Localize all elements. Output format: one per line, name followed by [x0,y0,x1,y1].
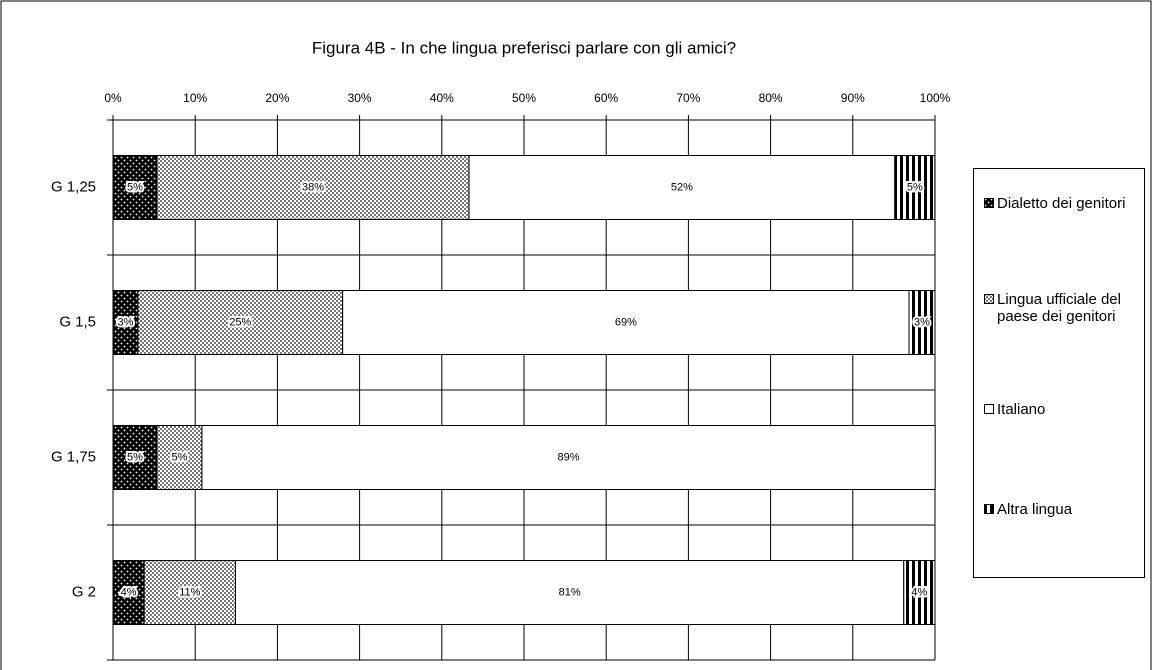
legend-swatch [984,198,994,208]
legend-swatch [984,404,994,414]
legend-label: Lingua ufficiale del paese dei genitori [997,291,1121,325]
bar-segment [894,155,936,220]
x-tick-label: 100% [920,91,951,105]
bar-segment [112,290,139,355]
x-tick-label: 50% [512,91,536,105]
data-label: 3% [118,316,134,328]
data-label: 4% [121,586,137,598]
x-tick-label: 80% [759,91,783,105]
bar-segment [468,155,896,220]
bar-segment [234,560,905,625]
chart-title: Figura 4B - In che lingua preferisci par… [312,38,736,57]
legend-swatch [984,504,994,514]
x-tick-label: 0% [104,91,122,105]
bar-segment [112,560,145,625]
legend: Dialetto dei genitori Lingua ufficiale de… [973,168,1145,578]
bar-segment [342,290,910,355]
data-label: 25% [229,316,251,328]
bar-segment [908,290,936,355]
x-tick-label: 70% [676,91,700,105]
data-label: 38% [302,181,324,193]
legend-label: Dialetto dei genitori [997,195,1126,212]
y-tick-label: G 1,75 [51,448,96,465]
legend-label: Altra lingua [997,501,1073,518]
legend-item: Altra lingua [984,501,1144,518]
bar-segment [903,560,936,625]
bar-segment [156,155,470,220]
y-tick-label: G 1,25 [51,178,96,195]
data-label: 69% [615,316,637,328]
bar-segment [143,560,236,625]
x-tick-label: 20% [265,91,289,105]
data-label: 5% [127,451,143,463]
legend-swatch [984,294,994,304]
bar-segment [112,155,158,220]
bar-segment [201,425,936,490]
legend-label: Italiano [997,401,1046,418]
legend-item: Lingua ufficiale del paese dei genitori [984,291,1144,325]
data-label: 81% [559,586,581,598]
data-label: 5% [907,181,923,193]
x-tick-label: 90% [841,91,865,105]
y-tick-label: G 2 [72,583,96,600]
data-label: 11% [179,586,200,598]
x-tick-label: 60% [594,91,618,105]
data-label: 5% [127,181,143,193]
data-label: 5% [172,451,188,463]
data-label: 3% [914,316,930,328]
bar-segment [112,425,158,490]
x-tick-label: 40% [430,91,454,105]
data-label: 4% [911,586,927,598]
legend-item: Dialetto dei genitori [984,195,1144,212]
bar-segment [137,290,344,355]
y-tick-label: G 1,5 [59,313,96,330]
x-tick-label: 10% [183,91,207,105]
data-label: 52% [671,181,693,193]
bar-segment [156,425,203,490]
data-label: 89% [558,451,580,463]
x-tick-label: 30% [348,91,372,105]
legend-item: Italiano [984,401,1144,418]
